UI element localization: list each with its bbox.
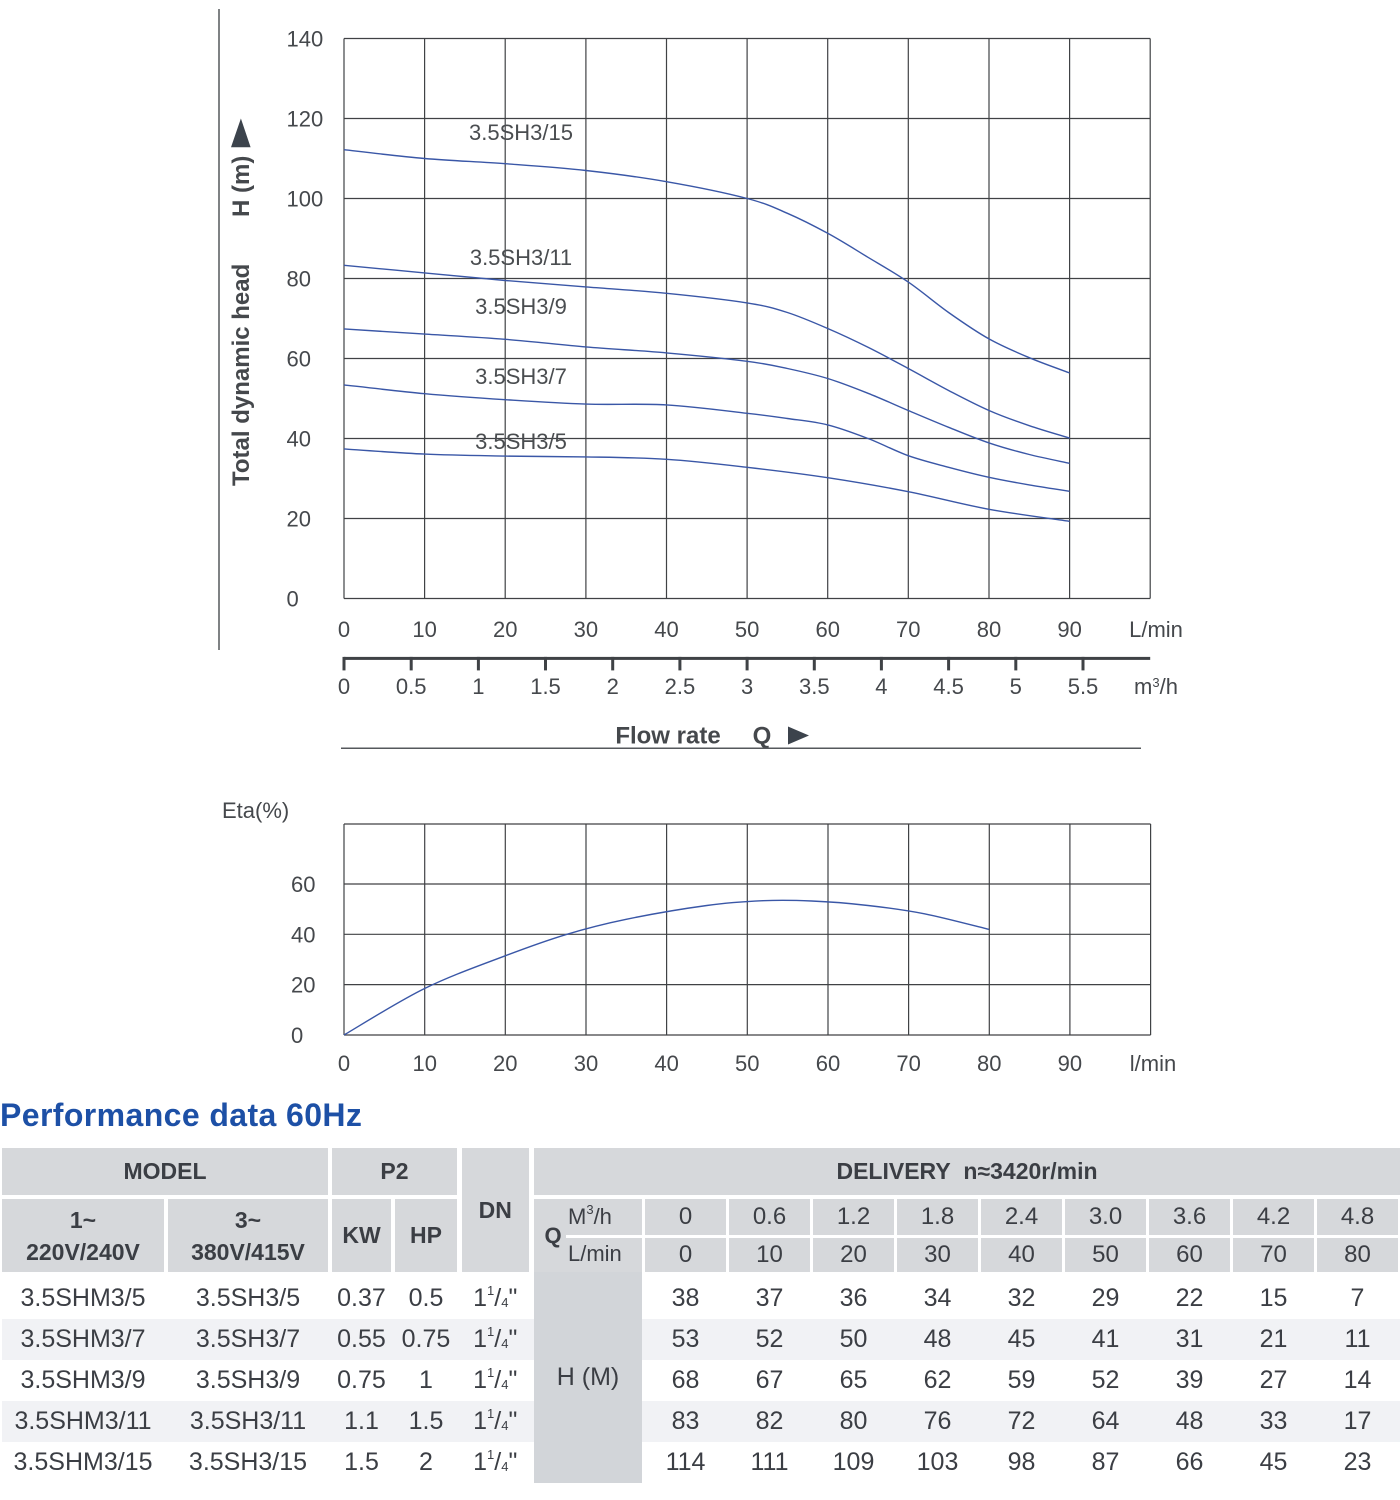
svg-text:Flow rate: Flow rate	[615, 723, 720, 750]
svg-text:2.5: 2.5	[665, 674, 696, 699]
svg-text:70: 70	[896, 1051, 920, 1076]
svg-text:70: 70	[896, 617, 920, 642]
svg-text:H (m): H (m)	[228, 156, 255, 217]
svg-text:3.5SH3/7: 3.5SH3/7	[475, 364, 567, 389]
svg-text:5: 5	[1010, 674, 1022, 699]
svg-text:4.5: 4.5	[933, 674, 964, 699]
svg-text:90: 90	[1058, 1051, 1082, 1076]
svg-text:20: 20	[493, 617, 517, 642]
svg-text:3: 3	[741, 674, 753, 699]
svg-text:1.5: 1.5	[530, 674, 561, 699]
svg-text:50: 50	[735, 1051, 759, 1076]
svg-text:90: 90	[1057, 617, 1081, 642]
svg-text:60: 60	[291, 872, 315, 897]
svg-text:40: 40	[287, 427, 311, 452]
svg-text:140: 140	[287, 27, 324, 52]
svg-text:20: 20	[493, 1051, 517, 1076]
svg-text:20: 20	[287, 507, 311, 532]
svg-text:30: 30	[574, 617, 598, 642]
svg-text:80: 80	[977, 617, 1001, 642]
svg-text:2: 2	[607, 674, 619, 699]
svg-text:0: 0	[338, 674, 350, 699]
svg-text:Eta(%): Eta(%)	[222, 798, 289, 823]
svg-text:50: 50	[735, 617, 759, 642]
svg-text:10: 10	[412, 1051, 436, 1076]
svg-text:0: 0	[338, 617, 350, 642]
svg-text:60: 60	[816, 1051, 840, 1076]
svg-text:3.5SH3/5: 3.5SH3/5	[475, 429, 567, 454]
svg-text:0: 0	[338, 1051, 350, 1076]
svg-text:40: 40	[654, 617, 678, 642]
svg-text:60: 60	[287, 347, 311, 372]
svg-text:3.5SH3/11: 3.5SH3/11	[470, 245, 572, 270]
svg-text:0: 0	[291, 1023, 303, 1048]
svg-text:80: 80	[287, 267, 311, 292]
svg-text:3.5SH3/9: 3.5SH3/9	[475, 294, 567, 319]
svg-text:0.5: 0.5	[396, 674, 427, 699]
svg-text:10: 10	[412, 617, 436, 642]
svg-text:60: 60	[815, 617, 839, 642]
svg-text:5.5: 5.5	[1068, 674, 1099, 699]
svg-text:l/min: l/min	[1130, 1051, 1176, 1076]
svg-text:30: 30	[574, 1051, 598, 1076]
svg-text:4: 4	[875, 674, 887, 699]
svg-text:3.5: 3.5	[799, 674, 830, 699]
svg-text:Q: Q	[753, 723, 772, 750]
svg-text:20: 20	[291, 973, 315, 998]
svg-text:80: 80	[977, 1051, 1001, 1076]
svg-text:m3/h: m3/h	[1134, 674, 1178, 699]
svg-text:100: 100	[287, 187, 324, 212]
svg-text:40: 40	[291, 922, 315, 947]
svg-text:1: 1	[472, 674, 484, 699]
svg-text:40: 40	[654, 1051, 678, 1076]
svg-text:0: 0	[287, 587, 299, 612]
svg-text:3.5SH3/15: 3.5SH3/15	[469, 120, 573, 145]
svg-text:L/min: L/min	[1129, 617, 1183, 642]
svg-text:120: 120	[287, 107, 324, 132]
svg-text:Total dynamic head: Total dynamic head	[228, 264, 255, 486]
